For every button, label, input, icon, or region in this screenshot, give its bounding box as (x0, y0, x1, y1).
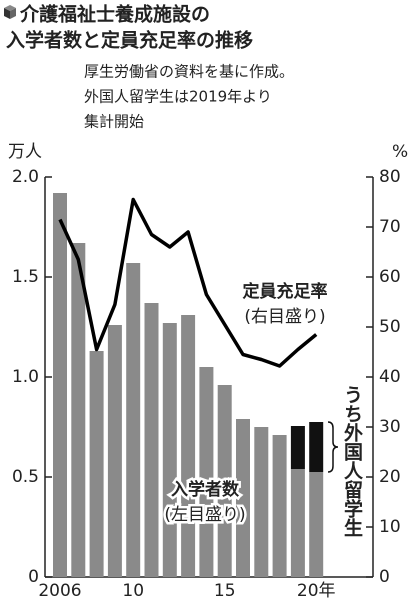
y2-tick-label: 20 (379, 467, 401, 487)
bar (162, 323, 177, 577)
y2-tick-label: 10 (379, 517, 401, 537)
chart-title: 入学者数と定員充足率の推移 (6, 29, 253, 52)
x-tick-label: 15 (214, 581, 236, 601)
bar (290, 469, 305, 577)
y2-unit: % (392, 142, 408, 162)
y2-tick-label: 70 (379, 217, 401, 237)
bar (309, 472, 324, 577)
series-label: 定員充足率 (243, 281, 328, 302)
bar (126, 263, 141, 577)
note: 外国人留学生は2019年より (84, 88, 272, 106)
bar (309, 422, 324, 472)
bar (107, 325, 122, 577)
bar (53, 193, 67, 577)
bracket (327, 421, 339, 473)
y2-tick-label: 60 (379, 267, 401, 287)
y-tick-label: 2.0 (12, 167, 39, 187)
y-unit: 万人 (8, 142, 42, 162)
bar (89, 351, 104, 577)
icon (10, 8, 16, 19)
y2-tick-label: 40 (379, 367, 401, 387)
bar (290, 426, 305, 469)
line (58, 197, 318, 368)
y-tick-label: 1.5 (12, 267, 39, 287)
icon (4, 8, 10, 19)
note: 厚生労働省の資料を基に作成。 (84, 63, 294, 81)
x-tick-label: 10 (122, 581, 144, 601)
chart-title: 介護福祉士養成施設の (19, 3, 210, 26)
series-label: 入学者数 (171, 479, 240, 500)
y2-tick-label: 50 (379, 317, 401, 337)
bar (272, 435, 287, 577)
x-tick-label: 2006 (38, 581, 81, 601)
bar (236, 419, 250, 577)
y2-tick-label: 30 (379, 417, 401, 437)
bar (71, 243, 86, 577)
series-note: (右目盛り) (244, 307, 325, 327)
y-tick-label: 0.5 (12, 467, 39, 487)
x-tick-label: 20年 (297, 581, 336, 601)
bar (199, 367, 214, 577)
series-note: (左目盛り) (164, 505, 245, 525)
y-tick-label: 0 (28, 567, 39, 587)
y2-tick-label: 80 (379, 167, 401, 187)
note: 集計開始 (84, 113, 144, 131)
y2-tick-label: 0 (379, 567, 390, 587)
bar (217, 385, 232, 577)
y-tick-label: 1.0 (12, 367, 39, 387)
series-label: うち外国人留学生 (341, 385, 363, 537)
bar (144, 303, 159, 577)
bar (254, 427, 269, 577)
bar (181, 315, 196, 577)
